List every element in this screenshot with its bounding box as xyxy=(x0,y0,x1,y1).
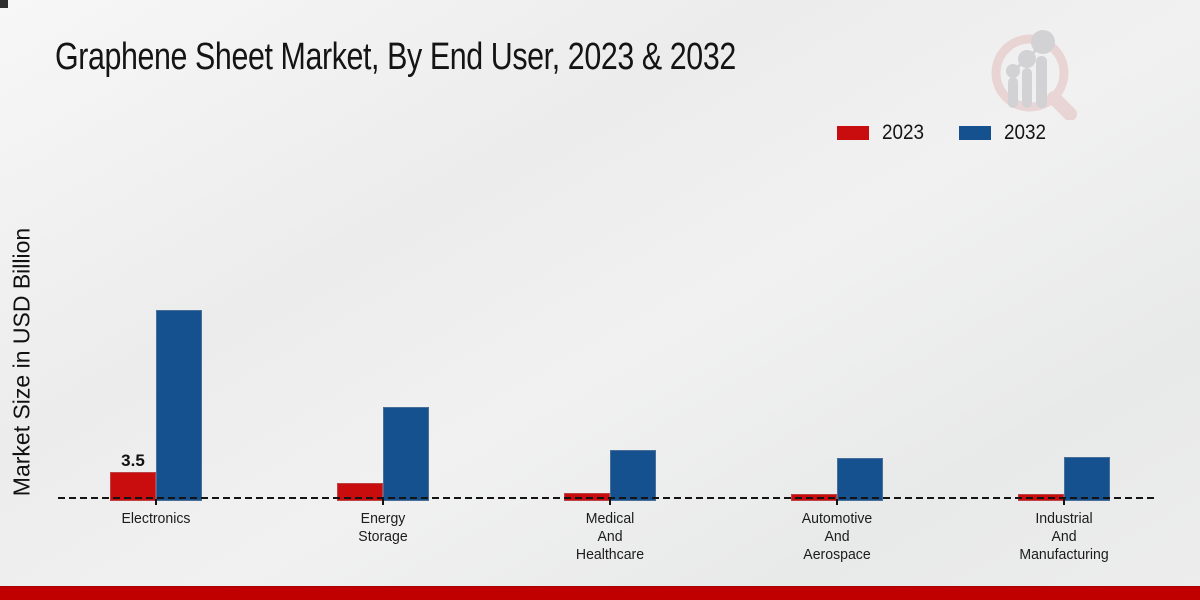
axis-tick-electronics xyxy=(155,499,157,505)
bar-2023-energy-storage xyxy=(337,483,383,501)
legend: 2023 2032 xyxy=(837,121,1050,145)
bar-2032-medical-and-healthcare xyxy=(610,450,656,501)
bar-2032-automotive-and-aerospace xyxy=(837,458,883,501)
category-label-energy-storage: Energy Storage xyxy=(358,510,408,545)
axis-tick-industrial-and-manufacturing xyxy=(1063,499,1065,505)
axis-tick-medical-and-healthcare xyxy=(609,499,611,505)
legend-item-2023: 2023 xyxy=(837,121,929,145)
legend-label-2023: 2023 xyxy=(882,121,925,144)
bar-2032-industrial-and-manufacturing xyxy=(1064,457,1110,501)
bar-2032-electronics xyxy=(156,310,202,501)
corner-square xyxy=(0,0,8,8)
legend-item-2032: 2032 xyxy=(958,121,1051,145)
legend-swatch-2032 xyxy=(958,126,991,140)
axis-tick-automotive-and-aerospace xyxy=(836,499,838,505)
legend-swatch-2023 xyxy=(837,126,869,140)
legend-label-2032: 2032 xyxy=(1003,121,1046,144)
value-label-2023-electronics: 3.5 xyxy=(121,451,145,470)
bar-2032-energy-storage xyxy=(383,407,429,501)
chart-title: Graphene Sheet Market, By End User, 2023… xyxy=(55,36,736,78)
axis-tick-energy-storage xyxy=(382,499,384,505)
category-label-automotive-and-aerospace: Automotive And Aerospace xyxy=(801,510,873,563)
category-label-electronics: Electronics xyxy=(121,510,191,527)
magnifier-bar-chart-logo-icon xyxy=(991,30,1077,120)
category-label-industrial-and-manufacturing: Industrial And Manufacturing xyxy=(1019,510,1109,563)
bar-2023-electronics xyxy=(110,472,156,501)
x-axis-dashed-line xyxy=(58,497,1158,499)
footer-red-bar xyxy=(0,586,1200,600)
category-label-medical-and-healthcare: Medical And Healthcare xyxy=(575,510,645,563)
